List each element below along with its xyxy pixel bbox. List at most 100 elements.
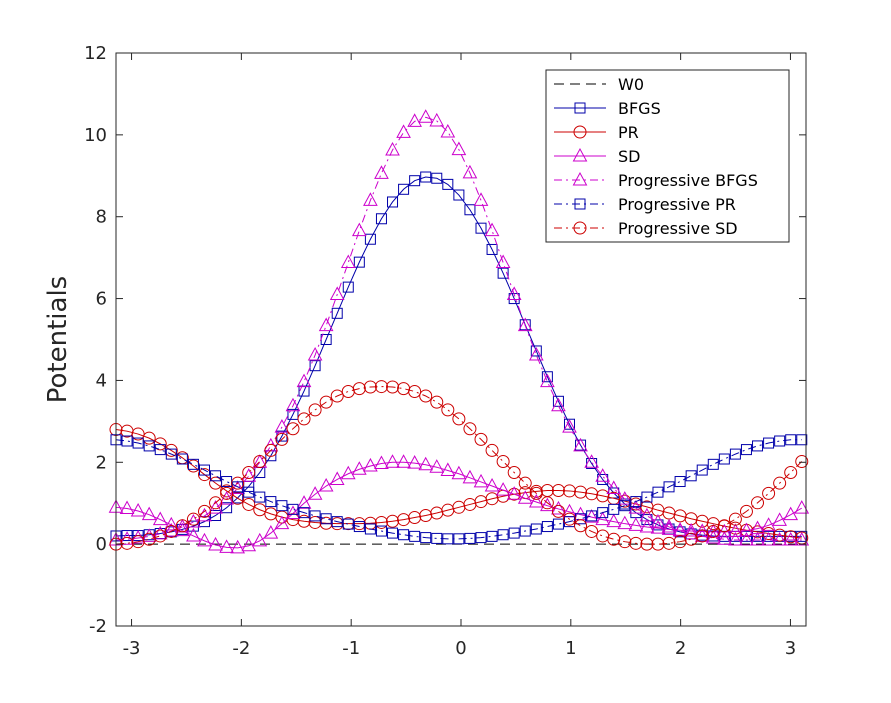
data-point-sd <box>783 506 799 521</box>
data-point-pr <box>784 530 798 544</box>
data-point-progressive-bfgs <box>197 507 212 522</box>
data-point-progressive-bfgs <box>694 528 710 542</box>
data-point-sd <box>130 502 146 517</box>
data-point-pr <box>574 485 588 499</box>
data-point-progressive-sd <box>507 466 521 480</box>
data-point-progressive-sd <box>629 536 643 550</box>
y-tick-label: 4 <box>96 370 107 391</box>
data-point-progressive-pr <box>619 500 631 512</box>
data-point-progressive-pr <box>176 453 188 465</box>
data-point-progressive-sd <box>452 412 466 426</box>
data-point-progressive-pr <box>187 458 199 470</box>
data-point-progressive-sd <box>717 519 731 533</box>
series-line-pr <box>115 429 802 539</box>
series-progressive-sd <box>109 380 809 551</box>
data-point-progressive-sd <box>319 395 333 409</box>
data-point-bfgs <box>431 172 443 184</box>
data-point-progressive-pr <box>774 435 786 447</box>
data-point-progressive-pr <box>409 530 421 542</box>
data-point-progressive-sd <box>795 454 809 468</box>
data-point-sd <box>307 486 323 500</box>
data-point-bfgs <box>210 509 222 521</box>
data-point-bfgs <box>486 243 498 255</box>
data-point-progressive-bfgs <box>717 531 732 545</box>
data-point-bfgs <box>409 175 421 187</box>
data-point-progressive-bfgs <box>484 222 500 237</box>
x-tick-label: 3 <box>785 638 796 659</box>
data-point-sd <box>263 525 279 539</box>
data-point-sd <box>794 500 810 514</box>
data-point-progressive-sd <box>618 535 632 549</box>
legend-marker-progressive-bfgs <box>572 171 588 186</box>
series-progressive-pr <box>110 434 808 545</box>
data-point-progressive-bfgs <box>340 254 356 269</box>
legend-label-progressive-sd: Progressive SD <box>618 219 738 238</box>
data-point-progressive-pr <box>674 476 686 488</box>
y-tick-label: 2 <box>96 452 107 473</box>
data-point-progressive-bfgs <box>152 525 168 540</box>
y-tick-label: 12 <box>84 43 107 64</box>
data-point-progressive-sd <box>706 524 720 538</box>
data-point-progressive-bfgs <box>783 532 799 546</box>
data-point-sd <box>551 500 566 515</box>
data-point-progressive-sd <box>264 443 278 457</box>
legend-label-sd: SD <box>618 147 640 166</box>
data-point-sd <box>340 465 356 480</box>
data-point-progressive-sd <box>551 504 565 518</box>
data-point-pr <box>585 487 599 501</box>
data-point-pr <box>374 515 388 529</box>
y-tick-label: 8 <box>96 207 107 228</box>
data-point-pr <box>242 497 256 511</box>
data-point-progressive-bfgs <box>318 317 334 332</box>
data-point-progressive-pr <box>375 525 387 537</box>
data-point-progressive-pr <box>165 448 177 460</box>
data-point-sd <box>639 518 655 533</box>
data-point-progressive-bfgs <box>794 532 810 546</box>
data-point-bfgs <box>364 233 376 245</box>
data-point-progressive-sd <box>286 422 300 436</box>
data-point-progressive-sd <box>352 382 366 396</box>
data-point-progressive-sd <box>773 476 787 490</box>
data-point-progressive-sd <box>441 403 455 417</box>
data-point-bfgs <box>232 492 244 504</box>
data-point-progressive-sd <box>651 537 665 551</box>
data-point-bfgs <box>641 514 653 526</box>
data-point-progressive-bfgs <box>728 532 743 546</box>
data-point-sd <box>385 454 400 468</box>
data-point-progressive-pr <box>796 434 808 446</box>
data-point-sd <box>296 495 312 509</box>
data-point-progressive-bfgs <box>540 373 555 388</box>
data-point-bfgs <box>475 222 487 234</box>
data-point-sd <box>318 477 334 492</box>
data-point-sd <box>175 522 190 537</box>
data-point-sd <box>584 509 599 523</box>
data-point-progressive-pr <box>442 533 454 545</box>
data-point-progressive-sd <box>662 536 676 550</box>
data-point-sd <box>628 517 644 531</box>
data-point-sd <box>761 517 776 531</box>
data-point-sd <box>772 512 787 526</box>
data-point-progressive-pr <box>630 496 642 508</box>
data-point-progressive-sd <box>386 380 400 394</box>
data-point-bfgs <box>198 516 210 528</box>
data-point-progressive-sd <box>153 529 167 543</box>
data-point-pr <box>397 513 411 527</box>
data-point-bfgs <box>375 213 387 225</box>
data-point-pr <box>562 484 576 498</box>
data-point-progressive-sd <box>275 432 289 446</box>
data-point-progressive-sd <box>330 389 344 403</box>
data-point-progressive-bfgs <box>462 164 478 179</box>
legend-label-w0: W0 <box>618 75 644 94</box>
data-point-progressive-pr <box>143 440 155 452</box>
data-point-progressive-sd <box>529 486 543 500</box>
data-point-progressive-sd <box>739 504 753 518</box>
data-point-progressive-pr <box>552 518 564 530</box>
y-tick-label: 10 <box>84 125 107 146</box>
data-point-sd <box>252 532 268 547</box>
data-point-sd <box>396 454 411 468</box>
data-point-progressive-bfgs <box>761 532 776 546</box>
data-point-progressive-pr <box>763 437 775 449</box>
data-point-progressive-sd <box>463 422 477 436</box>
